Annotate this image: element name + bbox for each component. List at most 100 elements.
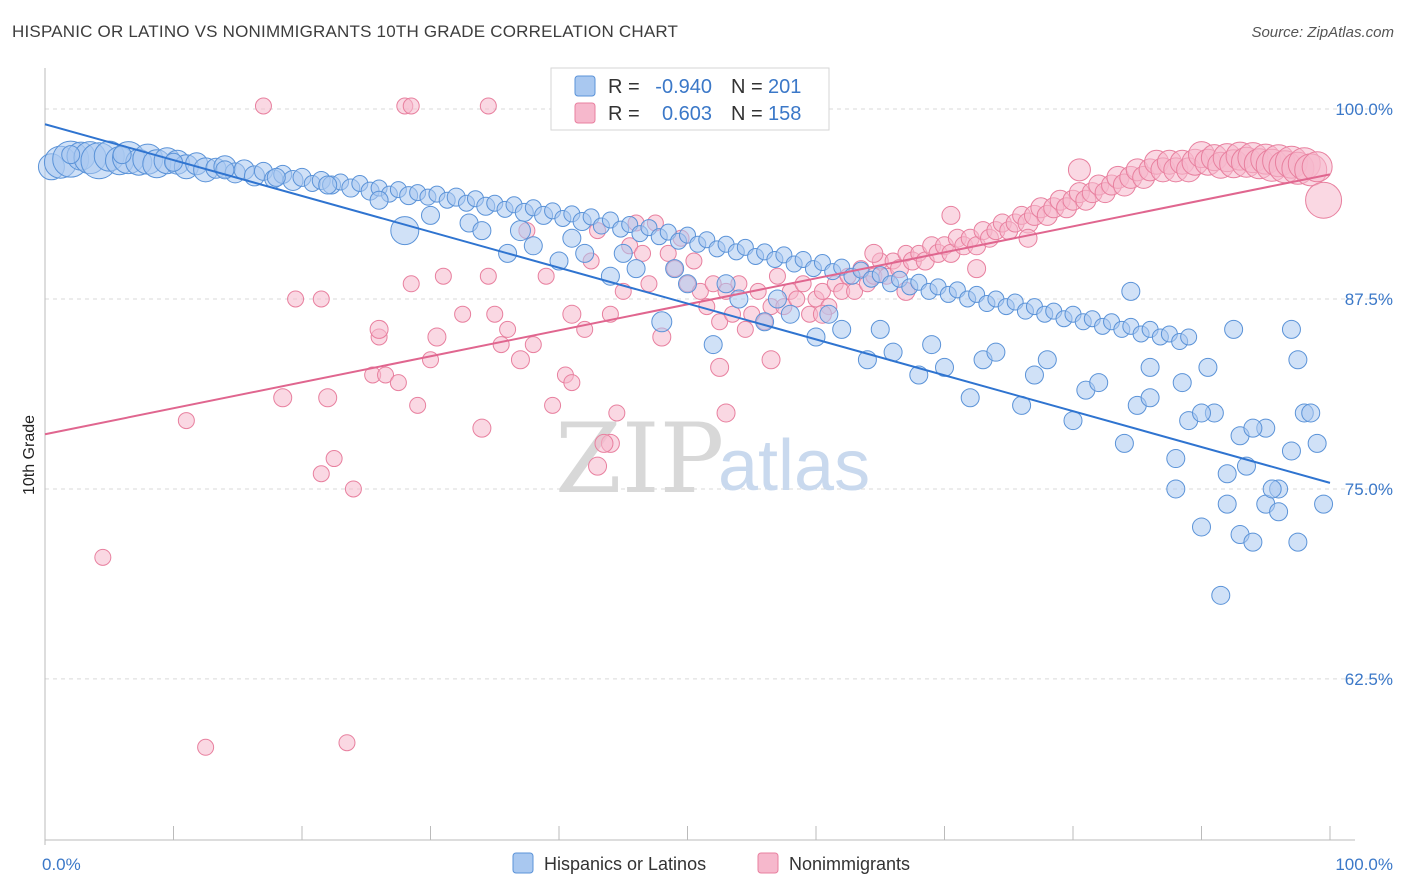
point-hispanics [1269, 502, 1289, 522]
point-nonimmigrants [454, 305, 472, 323]
point-hispanics [575, 243, 595, 263]
point-nonimmigrants [486, 305, 504, 323]
point-hispanics [909, 365, 929, 385]
point-hispanics [819, 304, 839, 324]
trend-line-hispanics [44, 123, 1331, 484]
y-tick-label: 87.5% [1345, 290, 1393, 309]
point-hispanics [1211, 585, 1231, 605]
point-hispanics [1301, 403, 1321, 423]
point-hispanics [1114, 433, 1134, 453]
point-hispanics [1198, 357, 1218, 377]
point-nonimmigrants [588, 456, 608, 476]
point-nonimmigrants [94, 548, 112, 566]
point-nonimmigrants [377, 366, 395, 384]
point-hispanics [1217, 464, 1237, 484]
point-hispanics [1262, 479, 1282, 499]
point-hispanics [1243, 418, 1263, 438]
point-nonimmigrants [344, 480, 362, 498]
series-nonimmigrants [94, 97, 1343, 756]
series-hispanics [37, 140, 1334, 605]
point-hispanics [832, 319, 852, 339]
point-nonimmigrants [389, 374, 407, 392]
point-hispanics [780, 304, 800, 324]
point-nonimmigrants [788, 290, 806, 308]
point-hispanics [1140, 357, 1160, 377]
watermark-atlas: atlas [718, 426, 870, 506]
point-hispanics [266, 167, 286, 187]
point-hispanics [651, 311, 673, 333]
point-hispanics [935, 357, 954, 377]
point-nonimmigrants [608, 404, 626, 422]
point-hispanics [215, 160, 235, 180]
bottom-legend-label-pink: Nonimmigrants [789, 854, 910, 874]
point-nonimmigrants [510, 350, 530, 370]
point-hispanics [369, 190, 389, 210]
legend-n-label-blue: N = [731, 76, 763, 98]
point-nonimmigrants [813, 282, 831, 300]
legend-n-value-blue: 201 [768, 76, 801, 98]
point-nonimmigrants [768, 267, 786, 285]
point-hispanics [509, 220, 531, 242]
point-hispanics [1180, 328, 1198, 346]
y-tick-label: 62.5% [1345, 670, 1393, 689]
point-hispanics [626, 259, 646, 279]
bottom-legend: Hispanics or Latinos Nonimmigrants [512, 852, 910, 874]
point-nonimmigrants [479, 97, 497, 115]
point-hispanics [1243, 532, 1263, 552]
legend-swatch-pink [574, 102, 596, 124]
y-axis-label: 10th Grade [21, 415, 38, 495]
point-nonimmigrants [1067, 158, 1091, 182]
point-hispanics [1063, 411, 1083, 431]
point-hispanics [1224, 319, 1244, 339]
point-hispanics [1217, 494, 1237, 514]
legend-n-value-pink: 158 [768, 103, 801, 125]
point-nonimmigrants [492, 336, 510, 354]
point-nonimmigrants [794, 275, 812, 293]
watermark-zip: ZIP [555, 403, 724, 515]
point-hispanics [1192, 517, 1211, 537]
point-hispanics [960, 388, 980, 408]
point-hispanics [1281, 441, 1301, 461]
point-hispanics [1089, 373, 1109, 393]
point-hispanics [922, 335, 942, 355]
point-nonimmigrants [562, 304, 582, 324]
bottom-legend-swatch-pink [757, 852, 779, 874]
watermark: ZIP atlas [555, 403, 870, 515]
point-hispanics [390, 216, 420, 246]
point-nonimmigrants [640, 275, 658, 293]
point-hispanics [755, 312, 775, 332]
chart-title: HISPANIC OR LATINO VS NONIMMIGRANTS 10TH… [12, 22, 679, 41]
point-hispanics [870, 319, 890, 339]
chart-source: Source: ZipAtlas.com [1251, 24, 1394, 41]
point-hispanics [1307, 433, 1327, 453]
point-hispanics [1281, 319, 1301, 339]
point-nonimmigrants [318, 388, 338, 408]
point-nonimmigrants [499, 320, 517, 338]
y-tick-label: 75.0% [1345, 480, 1393, 499]
point-nonimmigrants [634, 244, 652, 262]
y-tick-labels: 100.0% 87.5% 75.0% 62.5% [1335, 100, 1393, 689]
point-nonimmigrants [1301, 151, 1333, 183]
trend-lines [44, 123, 1331, 484]
point-hispanics [61, 145, 81, 165]
point-hispanics [523, 236, 543, 256]
legend-r-label-pink: R = [608, 103, 640, 125]
axes [44, 68, 1355, 845]
point-hispanics [665, 259, 685, 279]
point-nonimmigrants [254, 97, 272, 115]
point-hispanics [1288, 350, 1308, 370]
point-nonimmigrants [524, 336, 542, 354]
point-nonimmigrants [1305, 181, 1343, 219]
point-hispanics [678, 274, 697, 294]
point-nonimmigrants [544, 396, 562, 414]
point-hispanics [1288, 532, 1308, 552]
point-nonimmigrants [434, 267, 452, 285]
point-hispanics [1024, 365, 1044, 385]
x-tick-label-min: 0.0% [42, 855, 81, 874]
point-nonimmigrants [402, 97, 420, 115]
point-nonimmigrants [967, 259, 987, 279]
point-nonimmigrants [197, 738, 215, 756]
point-nonimmigrants [761, 350, 781, 370]
point-nonimmigrants [287, 290, 305, 308]
bottom-legend-swatch-blue [512, 852, 534, 874]
